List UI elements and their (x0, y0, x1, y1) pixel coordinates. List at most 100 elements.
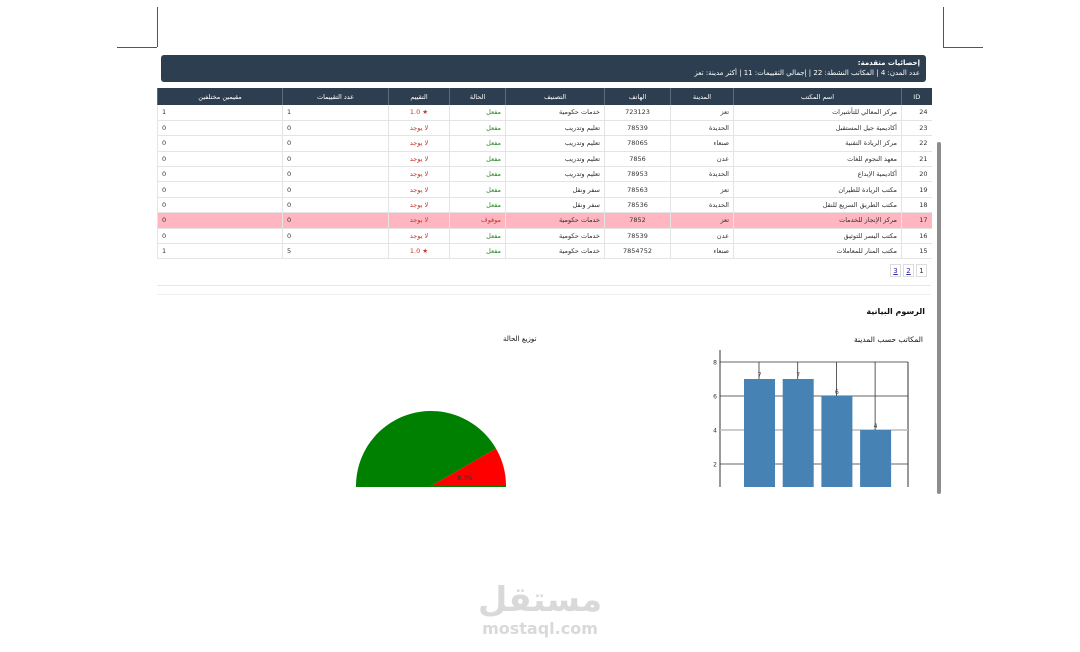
table-row[interactable]: 18 مكتب الطريق السريع للنقل الحديدة 78536 سف… (157, 197, 932, 214)
column-header[interactable]: التقييم (388, 88, 450, 105)
table-cell: 0 (157, 135, 283, 152)
table-cell: مفعل (449, 228, 506, 245)
bar (744, 379, 775, 487)
crop-mark (943, 7, 944, 47)
watermark-arabic: مستقل (477, 580, 603, 620)
table-cell: 16 (901, 228, 932, 245)
y-tick-label: 8 (713, 360, 717, 367)
table-cell: معهد النجوم للغات (733, 151, 902, 168)
table-cell: 19 (901, 181, 932, 198)
column-header[interactable]: الهاتف (604, 88, 671, 105)
page-link[interactable]: 2 (903, 264, 914, 277)
table-cell: 15 (901, 243, 932, 260)
table-cell: 0 (282, 212, 389, 229)
table-cell: لا يوجد (388, 135, 450, 152)
table-row[interactable]: 19 مكتب الريادة للطيران تعز 78563 سفر ونقل مف… (157, 181, 932, 198)
stats-banner: إحصائيات متقدمة: عدد المدن: 4 | المكاتب … (161, 55, 926, 82)
table-cell: خدمات حكومية (505, 228, 605, 245)
column-header[interactable]: ID (901, 88, 932, 105)
table-cell: مفعل (449, 120, 506, 137)
table-cell: مكتب اليسر للتوثيق (733, 228, 902, 245)
column-header[interactable]: اسم المكتب (733, 88, 902, 105)
column-header[interactable]: التصنيف (505, 88, 605, 105)
table-cell: 0 (282, 151, 389, 168)
table-row[interactable]: 17 مركز الإنجاز للخدمات تعز 7852 خدمات حكومي… (157, 212, 932, 229)
table-cell: خدمات حكومية (505, 105, 605, 121)
page-link[interactable]: 1 (916, 264, 927, 277)
table-cell: مكتب المنار للمعاملات (733, 243, 902, 260)
crop-mark (157, 7, 158, 47)
table-cell: 0 (282, 120, 389, 137)
table-cell: سفر ونقل (505, 181, 605, 198)
table-cell: 78065 (604, 135, 671, 152)
table-row[interactable]: 21 معهد النجوم للغات عدن 7856 تعليم وتدريب مف… (157, 151, 932, 168)
table-cell: مفعل (449, 166, 506, 183)
y-tick-label: 4 (713, 428, 717, 435)
stats-line: عدد المدن: 4 | المكاتب النشطة: 22 | إجما… (694, 69, 920, 77)
table-cell: 0 (157, 166, 283, 183)
table-cell: خدمات حكومية (505, 243, 605, 260)
table-cell: لا يوجد (388, 120, 450, 137)
divider (157, 294, 931, 295)
table-cell: 7854752 (604, 243, 671, 260)
crop-mark (943, 47, 983, 48)
table-cell: سفر ونقل (505, 197, 605, 214)
table-row[interactable]: 23 أكاديمية جيل المستقبل الحديدة 78539 تعليم… (157, 120, 932, 137)
table-row[interactable]: 20 أكاديمية الإبداع الحديدة 78953 تعليم وتدر… (157, 166, 932, 183)
column-header[interactable]: مقيمين مختلفين (157, 88, 283, 105)
table-cell: لا يوجد (388, 151, 450, 168)
table-cell: 0 (282, 181, 389, 198)
stats-title: إحصائيات متقدمة: (857, 59, 920, 67)
pie-slice (431, 448, 506, 486)
table-cell: 78536 (604, 197, 671, 214)
table-cell: 20 (901, 166, 932, 183)
table-row[interactable]: 15 مكتب المنار للمعاملات صنعاء 7854752 خدمات… (157, 243, 932, 260)
table-cell: لا يوجد (388, 212, 450, 229)
table-cell: 0 (157, 228, 283, 245)
table-cell: عدن (670, 228, 734, 245)
table-cell: تعليم وتدريب (505, 135, 605, 152)
scrollbar-thumb[interactable] (937, 142, 941, 494)
table-row[interactable]: 16 مكتب اليسر للتوثيق عدن 78539 خدمات حكومية… (157, 228, 932, 245)
table-cell: الحديدة (670, 166, 734, 183)
pie-slice (356, 411, 506, 487)
table-row[interactable]: 24 مركز المعالي للتأشيرات تعز 723123 خدمات ح… (157, 105, 932, 121)
table-cell: 18 (901, 197, 932, 214)
bar-chart-title: المكاتب حسب المدينة (853, 335, 923, 344)
table-cell: أكاديمية الإبداع (733, 166, 902, 183)
column-header[interactable]: المدينة (670, 88, 734, 105)
table-cell: مركز الريادة التقنية (733, 135, 902, 152)
table-cell: 1 (157, 243, 283, 260)
table-cell: 0 (157, 197, 283, 214)
bar (782, 379, 814, 487)
table-cell: 0 (282, 135, 389, 152)
table-cell: مكتب الريادة للطيران (733, 181, 902, 198)
table-cell: 78539 (604, 120, 671, 137)
table-row[interactable]: 22 مركز الريادة التقنية صنعاء 78065 تعليم وت… (157, 135, 932, 152)
column-header[interactable]: الحالة (449, 88, 506, 105)
bar-chart: 2 4 6 8 7 7 6 4 (713, 350, 909, 487)
column-header[interactable]: عدد التقييمات (282, 88, 389, 105)
page-link[interactable]: 3 (890, 264, 901, 277)
table-cell: الحديدة (670, 197, 734, 214)
table-cell: تعز (670, 212, 734, 229)
table-cell: 0 (157, 212, 283, 229)
table-cell: 0 (282, 166, 389, 183)
table-cell: مفعل (449, 181, 506, 198)
table-cell: 1 (157, 105, 283, 121)
table-cell: لا يوجد (388, 197, 450, 214)
table-cell: 78563 (604, 181, 671, 198)
divider (157, 285, 931, 286)
table-cell: 22 (901, 135, 932, 152)
table-cell: موقوف (449, 212, 506, 229)
table-cell: 0 (157, 120, 283, 137)
table-cell: 1 (282, 105, 389, 121)
table-cell: مفعل (449, 197, 506, 214)
table-cell: خدمات حكومية (505, 212, 605, 229)
bar-value-label: 7 (796, 372, 800, 379)
table-cell: 0 (157, 151, 283, 168)
table-cell: 723123 (604, 105, 671, 121)
table-cell: مركز المعالي للتأشيرات (733, 105, 902, 121)
scrollbar[interactable] (935, 50, 943, 494)
